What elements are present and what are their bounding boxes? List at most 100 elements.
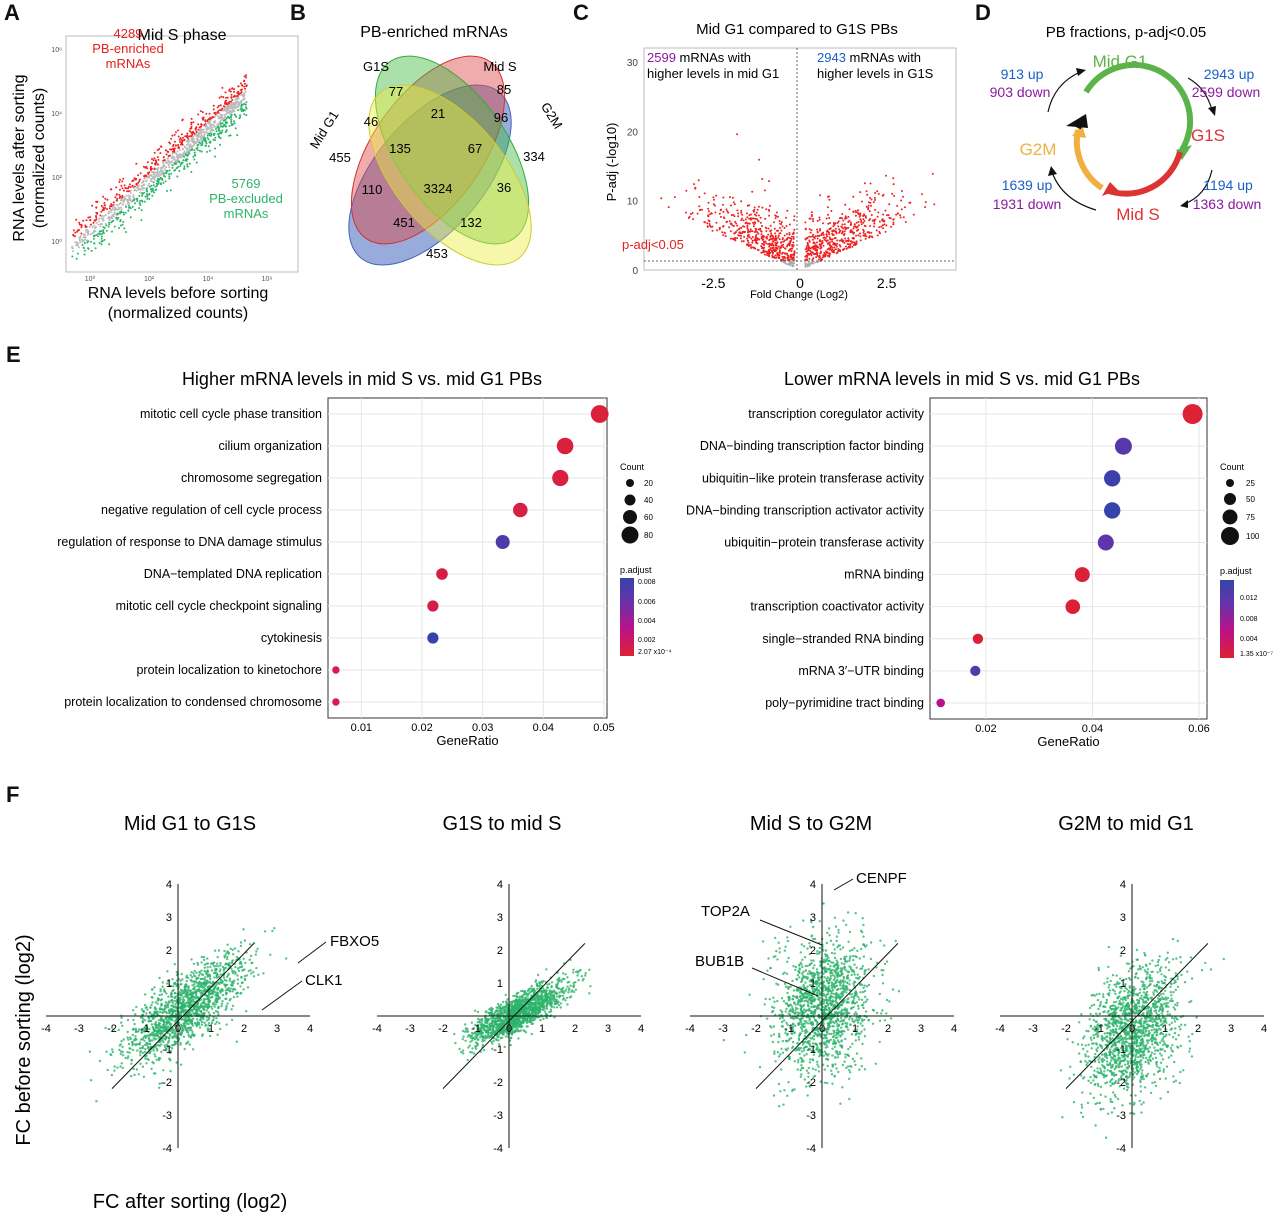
scatter-point [91, 226, 94, 229]
volcano-point [780, 258, 782, 261]
scatter-point [78, 229, 80, 231]
volcano-point [867, 208, 870, 211]
fc-point [145, 1054, 148, 1057]
volcano-point [860, 221, 863, 224]
scatter-point [152, 181, 155, 184]
fc-point [219, 968, 222, 971]
volcano-point [758, 158, 761, 161]
fc-point [143, 1050, 146, 1054]
venn-count: 21 [431, 106, 445, 121]
scatter-point [180, 133, 183, 136]
scatter-point [199, 125, 202, 128]
volcano-point [783, 256, 786, 259]
fc-point [152, 1017, 155, 1020]
scatter-point [98, 217, 101, 220]
scatter-point [99, 214, 102, 217]
volcano-point [760, 230, 763, 233]
panel-label-d: D [975, 0, 991, 25]
panel-label-c: C [573, 0, 589, 25]
fc-point [509, 1037, 512, 1040]
volcano-point [844, 203, 847, 206]
scatter-point [122, 211, 125, 214]
volcano-point [818, 254, 821, 257]
volcano-point [782, 243, 785, 246]
scatter-point [137, 181, 140, 184]
dotplot-xlabel: GeneRatio [1037, 734, 1099, 749]
fc-xtick: 2 [241, 1023, 247, 1035]
scatter-point [108, 212, 110, 215]
panel-a-xtick: 10⁶ [262, 276, 273, 283]
fc-point [546, 983, 549, 986]
fc-point [191, 1009, 194, 1013]
volcano-point [878, 226, 881, 229]
fc-point [464, 1039, 467, 1042]
scatter-point [243, 97, 246, 100]
scatter-point [209, 119, 212, 122]
fc-point [154, 1028, 157, 1032]
volcano-point [818, 234, 821, 237]
fc-point [170, 1016, 173, 1019]
scatter-point [219, 143, 221, 146]
fc-point [143, 1026, 147, 1029]
volcano-point [720, 208, 722, 211]
fc-point [195, 981, 199, 984]
fc-point [223, 949, 226, 953]
scatter-point [147, 173, 150, 176]
fc-point [135, 1068, 139, 1071]
scatter-point [206, 134, 209, 137]
volcano-point [713, 204, 716, 207]
scatter-point [224, 116, 227, 118]
scatter-point [221, 122, 224, 125]
volcano-point [828, 252, 831, 255]
fc-point [166, 982, 169, 985]
scatter-point [201, 140, 204, 143]
scatter-point [226, 112, 229, 115]
scatter-point [142, 186, 145, 189]
volcano-point [763, 189, 766, 192]
scatter-point [83, 242, 86, 244]
volcano-point [741, 217, 744, 220]
volcano-point [740, 226, 743, 229]
fc-point [193, 983, 196, 986]
volcano-point [752, 221, 754, 224]
fc-point [160, 1043, 163, 1046]
panel-c-ytick: 10 [627, 197, 639, 208]
scatter-point [149, 180, 152, 182]
fc-point [159, 1010, 162, 1014]
transition-down-tl: 903 down [990, 84, 1051, 100]
scatter-point [129, 189, 132, 192]
volcano-point [814, 235, 817, 238]
scatter-point [118, 181, 121, 183]
scatter-point [224, 121, 227, 123]
volcano-point [765, 230, 768, 232]
volcano-point [740, 209, 743, 212]
volcano-point [842, 239, 845, 242]
volcano-point [871, 236, 874, 239]
volcano-point [852, 195, 855, 198]
fc-point [255, 966, 258, 970]
scatter-point [166, 170, 169, 173]
scatter-point [228, 111, 231, 114]
fc-point [168, 1046, 172, 1049]
scatter-point [103, 202, 106, 204]
fc-point [187, 1033, 190, 1036]
fc-point [196, 984, 199, 988]
volcano-point [731, 224, 734, 227]
scatter-point [226, 102, 228, 105]
volcano-point [792, 237, 795, 240]
fc-point [236, 982, 239, 985]
fc-point [181, 1030, 184, 1033]
e-left-padj-label: 0.006 [638, 599, 656, 606]
volcano-point [892, 183, 895, 186]
fc-point [171, 1018, 174, 1021]
fc-point [584, 974, 587, 977]
scatter-point [130, 200, 133, 203]
scatter-point [219, 137, 222, 140]
volcano-point [774, 217, 777, 220]
fc-point [219, 964, 222, 967]
volcano-point [857, 220, 860, 223]
volcano-point [694, 186, 697, 189]
scatter-point [192, 121, 195, 124]
volcano-point [755, 211, 758, 214]
fc-point [169, 1022, 173, 1026]
